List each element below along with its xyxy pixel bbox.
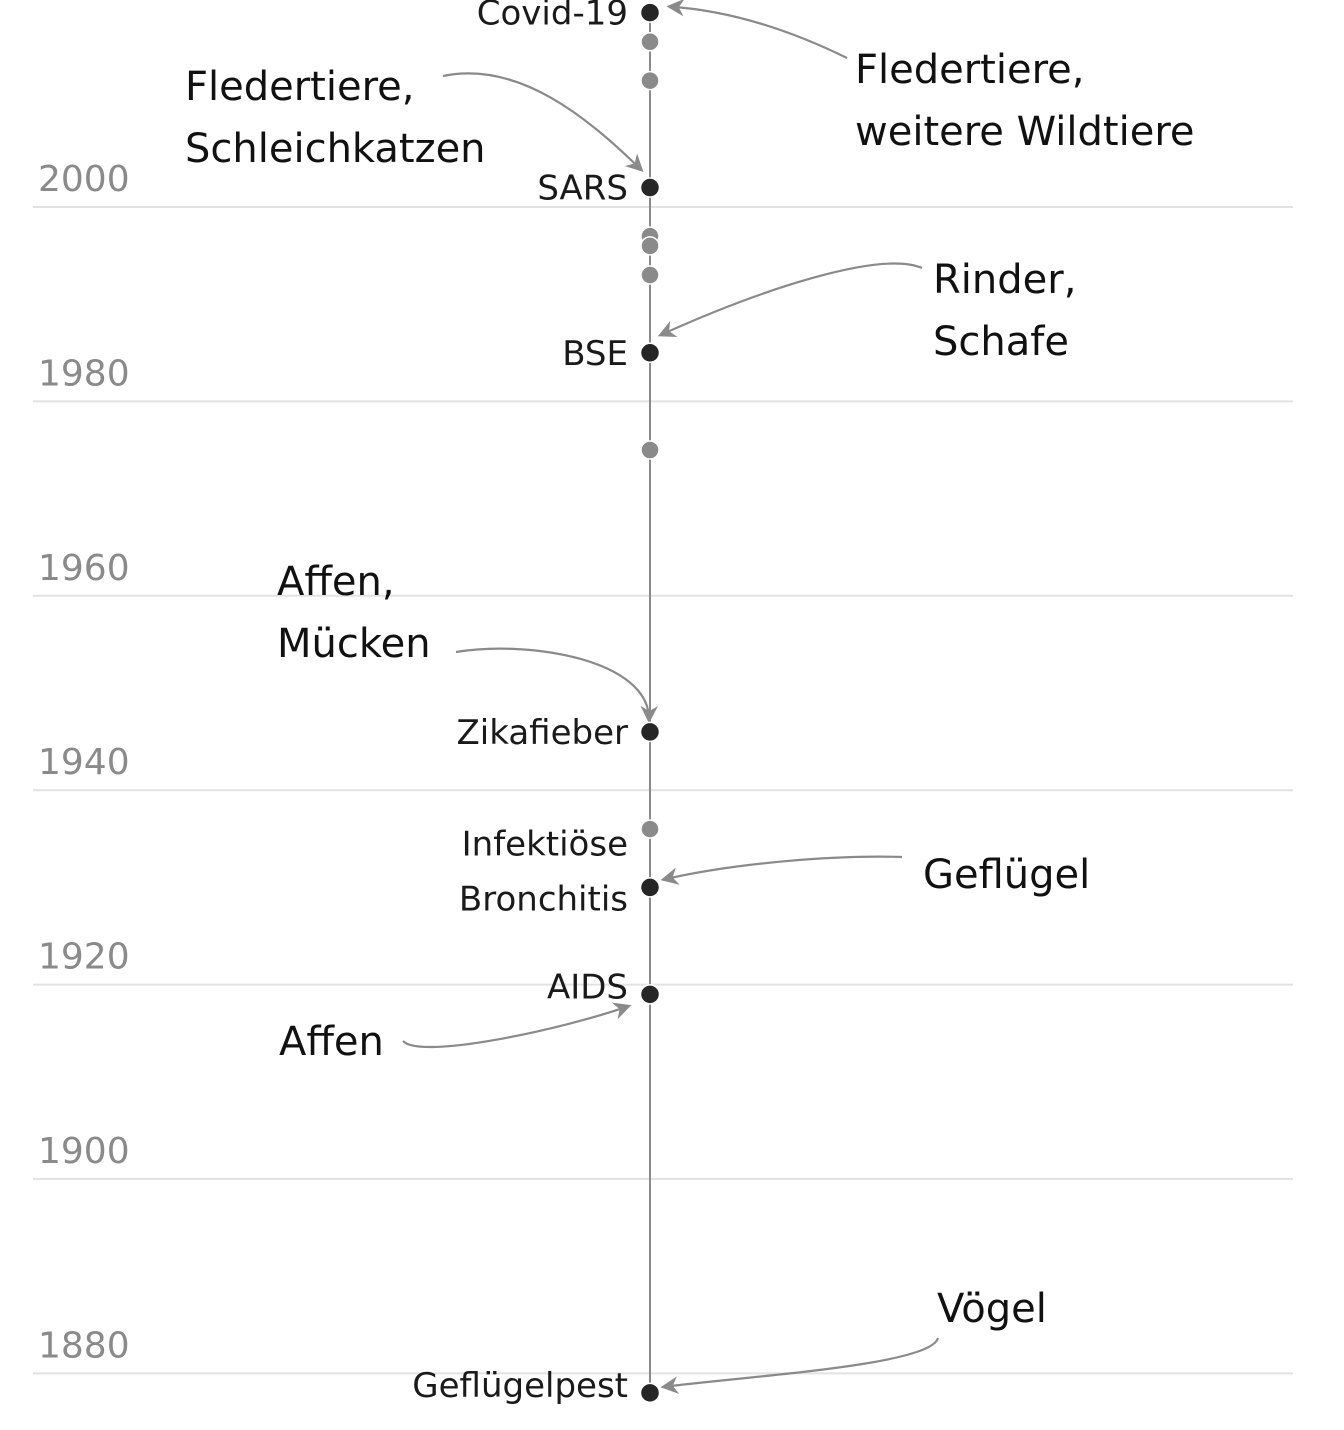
minor-event-dot [640, 440, 660, 460]
host-label-gp: Vögel [937, 1286, 1047, 1332]
arrow-host-aids [402, 1002, 632, 1049]
arrow-host-gp [660, 1337, 940, 1394]
event-label-bse: BSE [562, 334, 628, 374]
arrow-host-bse [657, 262, 923, 338]
event-label-ib: Infektiöse [462, 824, 628, 864]
year-label-1920: 1920 [38, 937, 130, 978]
event-dot-covid [639, 2, 661, 23]
host-label-sars: Schleichkatzen [185, 126, 486, 172]
event-dot-gp [639, 1382, 661, 1404]
year-label-1900: 1900 [38, 1131, 130, 1172]
host-label-sars: Fledertiere, [185, 64, 414, 110]
event-dot-aids [639, 984, 661, 1005]
host-label-covid: weitere Wildtiere [855, 109, 1195, 155]
minor-event-dot [640, 265, 660, 285]
event-label-covid: Covid-19 [477, 0, 628, 34]
host-label-aids: Affen [279, 1019, 384, 1065]
minor-event-dot [640, 819, 660, 839]
event-dot-sars [639, 177, 661, 198]
host-label-covid: Fledertiere, [855, 47, 1084, 93]
year-label-1880: 1880 [38, 1325, 130, 1366]
year-label-2000: 2000 [38, 159, 130, 200]
host-label-bse: Rinder, [933, 257, 1076, 303]
event-dot-zika [639, 721, 661, 743]
year-label-1960: 1960 [38, 548, 130, 589]
year-label-1940: 1940 [38, 742, 130, 783]
host-label-zika: Mücken [277, 621, 431, 667]
host-label-bse: Schafe [933, 319, 1069, 365]
event-label-zika: Zikafieber [457, 713, 628, 753]
event-dot-bse [639, 342, 661, 364]
event-label-gp: Geflügelpest [412, 1366, 628, 1406]
minor-event-dot [640, 236, 660, 256]
arrow-host-ib [660, 855, 903, 885]
event-label-ib: Bronchitis [459, 879, 628, 919]
event-label-aids: AIDS [547, 967, 628, 1007]
arrow-host-zika [455, 647, 659, 724]
event-label-sars: SARS [537, 169, 628, 209]
year-label-1980: 1980 [38, 353, 130, 394]
arrow-host-sars [442, 72, 644, 173]
host-label-zika: Affen, [277, 559, 395, 605]
event-dot-ib [639, 877, 661, 898]
host-label-ib: Geflügel [923, 852, 1090, 898]
minor-event-dot [640, 70, 660, 91]
minor-event-dot [640, 32, 660, 52]
arrow-host-covid [666, 0, 848, 59]
